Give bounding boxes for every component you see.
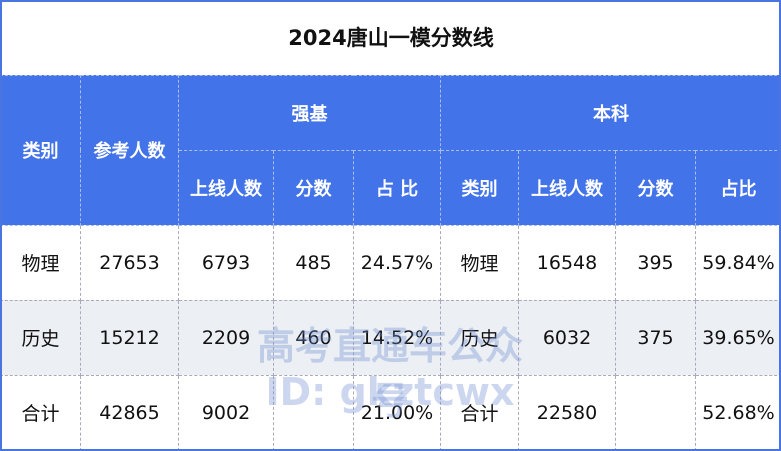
cell: 合计 [440,374,519,451]
cell: 59.84% [695,224,781,301]
header-qj-ratio: 占 比 [353,149,441,226]
cell: 历史 [440,299,519,376]
cell: 物理 [0,224,81,301]
cell: 物理 [440,224,519,301]
header-bk-count: 上线人数 [518,149,616,226]
header-category: 类别 [0,74,81,226]
table-row: 物理 27653 6793 485 24.57% 物理 16548 395 59.84% [0,224,781,301]
cell: 9002 [178,374,274,451]
cell: 16548 [518,224,616,301]
header-benke: 本科 [440,74,781,151]
header-participants: 参考人数 [80,74,179,226]
cell: 2209 [178,299,274,376]
cell: 21.00% [353,374,441,451]
header-bk-ratio: 占比 [695,149,781,226]
cell: 24.57% [353,224,441,301]
header-qj-count: 上线人数 [178,149,274,226]
cell: 合计 [0,374,81,451]
cell: 39.65% [695,299,781,376]
header-bk-score: 分数 [615,149,696,226]
table-title: 2024唐山一模分数线 [0,0,781,75]
header-qiangji: 强基 [178,74,441,151]
cell: 22580 [518,374,616,451]
cell: 27653 [80,224,179,301]
cell: 460 [273,299,354,376]
cell: 6032 [518,299,616,376]
cell: 375 [615,299,696,376]
header-qj-score: 分数 [273,149,354,226]
table-row: 历史 15212 2209 460 14.52% 历史 6032 375 39.65% [0,299,781,376]
cell: 历史 [0,299,81,376]
cell: 14.52% [353,299,441,376]
cell: 6793 [178,224,274,301]
table-row: 合计 42865 9002 21.00% 合计 22580 52.68% [0,374,781,451]
cell: 15212 [80,299,179,376]
cell: 52.68% [695,374,781,451]
header-bk-category: 类别 [440,149,519,226]
cell [273,374,354,451]
